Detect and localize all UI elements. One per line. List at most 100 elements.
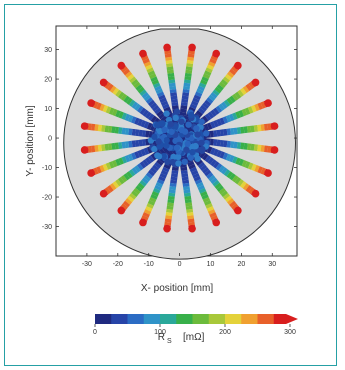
spoke-segment: [120, 175, 128, 183]
spoke-segment: [220, 190, 228, 198]
spoke-segment: [212, 107, 220, 115]
center-point: [198, 139, 205, 146]
spoke-segment: [147, 169, 156, 177]
spoke-segment: [227, 71, 235, 78]
spoke-segment: [162, 166, 170, 173]
spoke-segment: [158, 147, 166, 155]
spoke-segment: [202, 102, 210, 110]
spoke-segment: [198, 188, 207, 194]
spoke-segment: [131, 79, 139, 86]
spoke-endpoint: [163, 43, 171, 52]
spoke-segment: [151, 191, 160, 197]
spoke-segment: [202, 167, 210, 174]
spoke-segment: [139, 180, 147, 187]
spoke-segment: [198, 82, 207, 89]
spoke-segment: [153, 82, 161, 89]
spoke-segment: [194, 91, 203, 98]
center-point: [189, 149, 196, 156]
spoke-segment: [126, 97, 133, 105]
spoke-segment: [117, 91, 125, 99]
spoke-segment: [244, 161, 251, 169]
center-point: [163, 137, 170, 144]
spoke-segment: [137, 150, 143, 158]
center-point: [192, 142, 199, 150]
spoke-endpoint: [234, 61, 242, 70]
spoke-segment: [237, 89, 244, 97]
spoke-segment: [120, 66, 128, 73]
spoke-segment: [244, 107, 251, 115]
spoke-segment: [204, 200, 212, 206]
spoke-segment: [242, 183, 250, 191]
spoke-segment: [220, 79, 228, 86]
spoke-segment: [210, 109, 217, 117]
spoke-segment: [133, 187, 141, 195]
y-tick-label: 0: [48, 136, 52, 143]
spoke-segment: [237, 179, 244, 187]
spoke-segment: [196, 88, 204, 95]
spoke-segment: [135, 84, 143, 91]
spoke-segment: [156, 178, 165, 185]
spoke-endpoint: [251, 189, 260, 198]
spoke-segment: [254, 165, 260, 173]
spoke-segment: [215, 105, 223, 113]
spoke-segment: [133, 81, 141, 89]
spoke-segment: [120, 93, 128, 101]
spoke-segment: [214, 86, 222, 94]
spoke-segment: [143, 174, 151, 182]
spoke-segment: [145, 172, 153, 179]
spoke-segment: [159, 172, 167, 179]
spoke-segment: [187, 160, 195, 167]
spoke-segment: [154, 161, 162, 169]
spoke-segment: [219, 151, 226, 159]
spoke-segment: [143, 209, 152, 215]
spoke-segment: [260, 167, 267, 175]
spoke-segment: [192, 97, 200, 104]
spoke-segment: [152, 104, 160, 112]
spoke-segment: [223, 169, 231, 177]
center-point: [173, 144, 181, 152]
spoke-segment: [149, 167, 158, 174]
colorbar-segment: [192, 314, 210, 324]
center-point: [175, 160, 182, 167]
spoke-segment: [99, 103, 105, 112]
spoke-endpoint: [139, 49, 147, 58]
center-point: [184, 140, 191, 148]
spoke-segment: [129, 76, 137, 84]
center-point: [178, 118, 185, 125]
spoke-segment: [226, 97, 234, 105]
spoke-segment: [212, 89, 220, 97]
spoke-segment: [248, 81, 255, 90]
spoke-segment: [145, 97, 153, 104]
spoke-segment: [118, 111, 124, 119]
spoke-segment: [206, 172, 214, 179]
spoke-segment: [202, 73, 211, 80]
spoke-segment: [126, 171, 133, 179]
spoke-segment: [222, 76, 231, 84]
spoke-segment: [160, 100, 169, 107]
spoke-segment: [202, 197, 211, 203]
spoke-segment: [145, 111, 152, 119]
colorbar-segment: [225, 314, 242, 324]
center-point: [151, 133, 158, 141]
spoke-segment: [139, 107, 147, 115]
center-point: [154, 121, 161, 129]
spoke-endpoint: [139, 218, 147, 227]
spoke-segment: [145, 206, 153, 212]
spoke-segment: [205, 67, 213, 73]
spoke-segment: [201, 76, 209, 83]
spoke-segment: [251, 105, 257, 113]
spoke-segment: [124, 71, 133, 78]
center-point: [159, 120, 166, 127]
spoke-segment: [159, 97, 167, 104]
spoke-segment: [124, 155, 131, 163]
spoke-segment: [224, 73, 233, 81]
spoke-segment: [260, 101, 267, 109]
spoke-segment: [197, 107, 206, 115]
colorbar-segment: [208, 314, 226, 324]
spoke-segment: [140, 148, 147, 157]
center-point: [194, 131, 201, 138]
spoke-segment: [193, 175, 201, 182]
x-axis-ticks: -30 -20 -10 0 10 20 30: [82, 26, 276, 268]
center-point: [183, 146, 190, 153]
